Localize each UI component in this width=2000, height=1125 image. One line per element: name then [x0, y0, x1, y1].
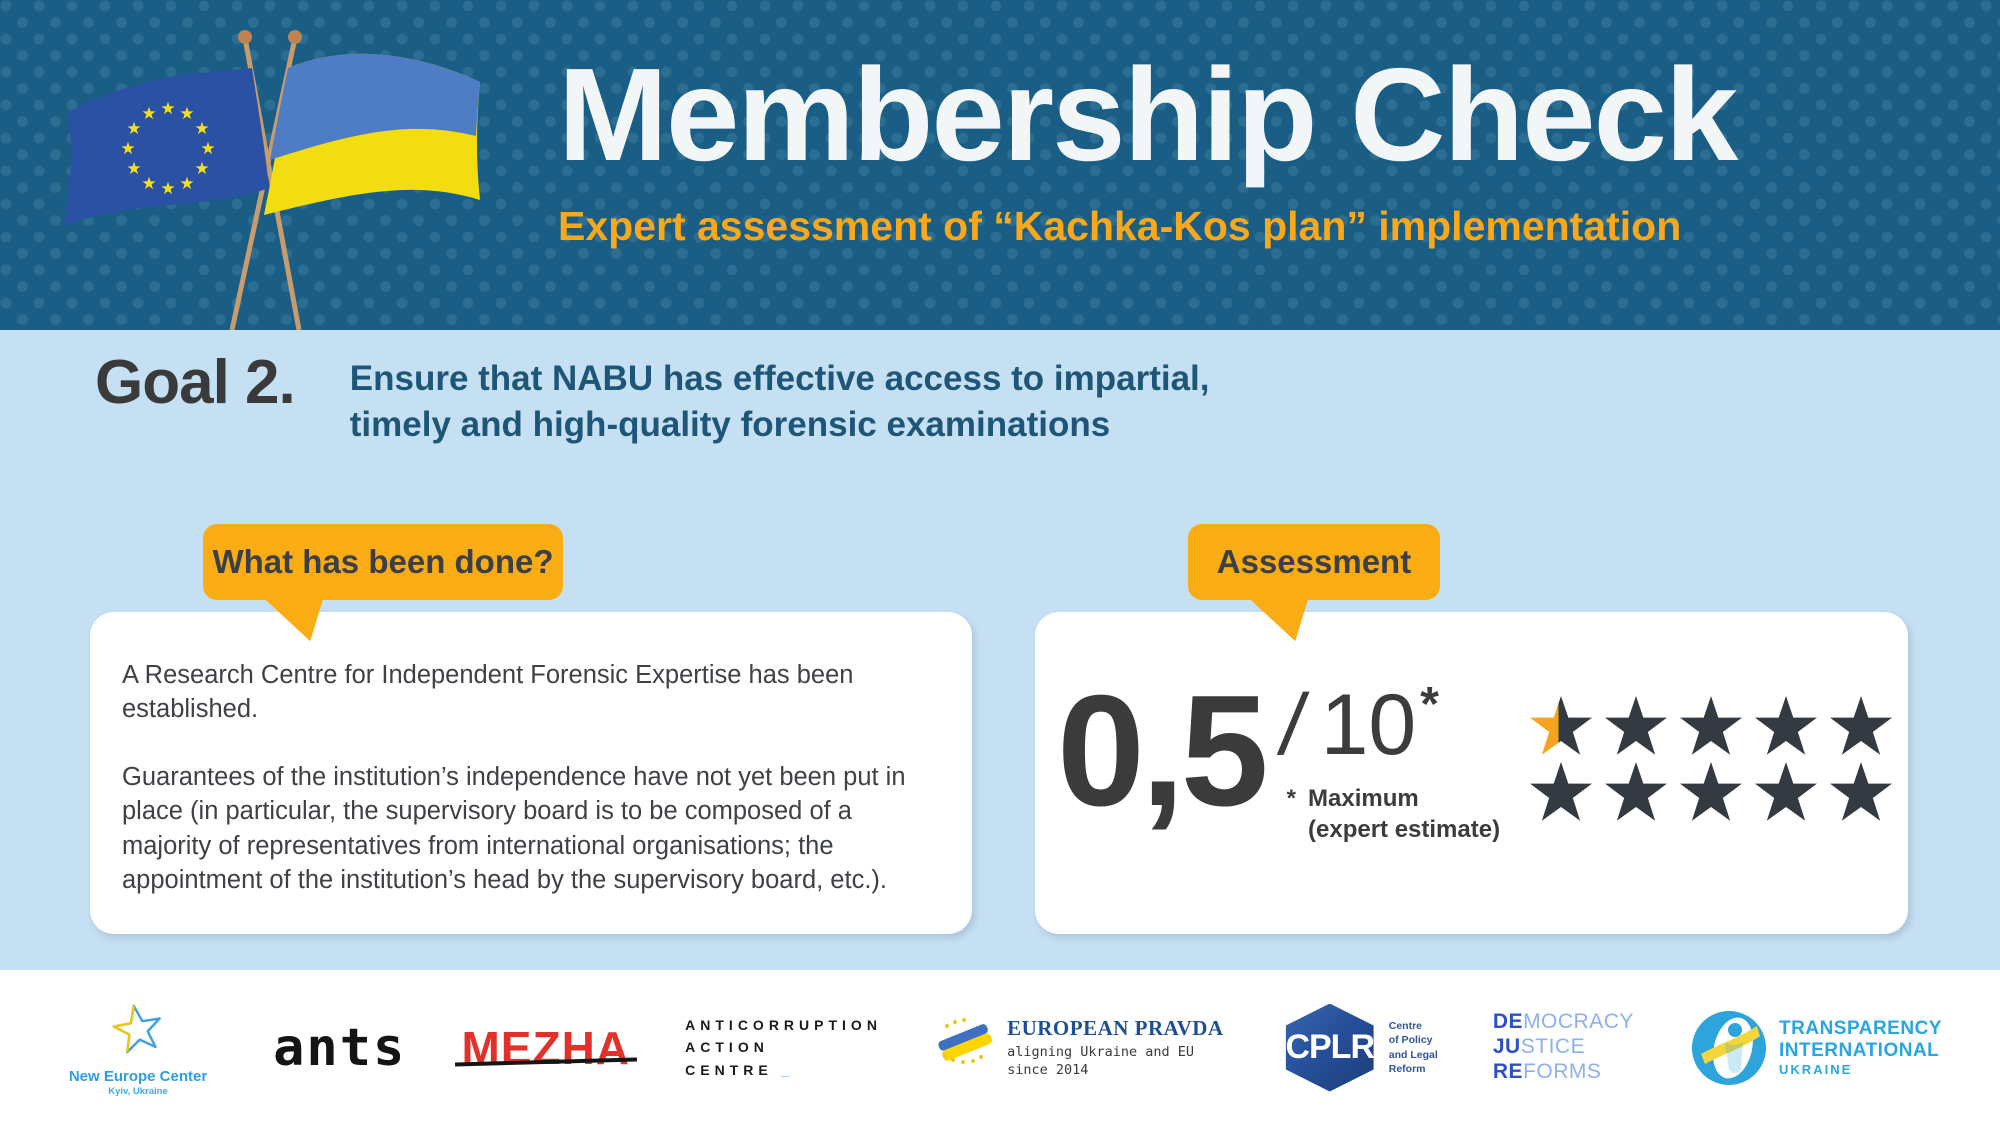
svg-text:★: ★ — [179, 104, 194, 124]
logo-dejure: DEMOCRACY JUSTICE REFORMS — [1492, 1010, 1634, 1083]
logo-cplr: CPLR Centre of Policy and Legal Reform — [1279, 1003, 1438, 1092]
cplr-description: Centre of Policy and Legal Reform — [1388, 1020, 1438, 1075]
svg-text:★: ★ — [126, 119, 141, 139]
svg-text:★: ★ — [141, 174, 156, 194]
nec-city: Kyiv, Ukraine — [108, 1085, 168, 1097]
goal-row: Goal 2. Ensure that NABU has effective a… — [95, 352, 1210, 448]
mezha-text: MEZHA — [461, 1021, 631, 1074]
svg-text:★: ★ — [160, 179, 175, 199]
done-tag: What has been done? — [203, 524, 563, 600]
svg-text:★: ★ — [194, 119, 209, 139]
score-note: * Maximum (expert estimate) — [1287, 784, 1500, 845]
partner-logos: New Europe Center Kyiv, Ukraine ants MEZ… — [0, 970, 2000, 1125]
score-max-block: /10* * Maximum (expert estimate) — [1274, 674, 1500, 845]
logo-new-europe-center: New Europe Center Kyiv, Ukraine — [58, 999, 218, 1097]
eu-ukraine-flags-icon: ★★★ ★★★ ★★★ ★ ★★ — [64, 30, 480, 330]
pole-knob — [238, 30, 252, 44]
done-paragraph-2: Guarantees of the institution’s independ… — [122, 763, 906, 894]
svg-text:★: ★ — [126, 159, 141, 179]
ti-line1: TRANSPARENCY — [1779, 1017, 1942, 1039]
star-rating — [1530, 696, 1892, 822]
star-icon — [1680, 762, 1742, 821]
ti-globe-icon — [1692, 1010, 1767, 1085]
note-text: Maximum (expert estimate) — [1308, 784, 1500, 845]
goal-text-line2: timely and high-quality forensic examina… — [349, 405, 1111, 445]
logo-anticorruption-action-centre: ANTICORRUPTION ACTION CENTRE _ — [685, 1014, 882, 1081]
goal-text: Ensure that NABU has effective access to… — [350, 352, 1210, 448]
eu-flag-icon: ★★★ ★★★ ★★★ ★ ★★ — [64, 68, 269, 226]
cplr-hexagon-icon: CPLR — [1285, 1003, 1375, 1092]
goal-label: Goal 2. — [95, 348, 296, 417]
logo-mezha: MEZHA — [454, 1021, 637, 1075]
antac-line1: ANTICORRUPTION — [685, 1016, 882, 1033]
star-icon — [1755, 762, 1817, 821]
assessment-card: 0,5 /10* * Maximum (expert estimate) — [1035, 612, 1908, 934]
ti-line2: INTERNATIONAL — [1779, 1039, 1940, 1061]
nec-name: New Europe Center — [68, 1067, 208, 1085]
done-paragraph-1: A Research Centre for Independent Forens… — [122, 661, 854, 724]
cplr-abbr: CPLR — [1285, 1028, 1375, 1066]
ukraine-flag-icon — [264, 53, 480, 215]
antac-cursor: _ — [780, 1061, 794, 1078]
score-max-value: 10 — [1320, 677, 1417, 773]
assessment-tag: Assessment — [1188, 524, 1440, 600]
goal-section: Goal 2. Ensure that NABU has effective a… — [0, 330, 2000, 970]
star-icon — [1605, 762, 1667, 821]
note-line2: (expert estimate) — [1308, 815, 1501, 843]
svg-text:★: ★ — [141, 104, 156, 124]
logo-transparency-international: TRANSPARENCY INTERNATIONAL UKRAINE — [1689, 1008, 1942, 1088]
svg-text:★: ★ — [179, 174, 194, 194]
antac-line3: CENTRE _ — [685, 1061, 794, 1078]
star-icon — [1830, 696, 1892, 755]
ti-line3: UKRAINE — [1779, 1062, 1853, 1078]
star-icon — [1530, 762, 1592, 821]
star-icon — [1530, 696, 1592, 755]
logo-european-pravda: EUROPEAN PRAVDA aligning Ukraine and EU … — [937, 1016, 1224, 1079]
score-max: /10* — [1274, 677, 1500, 773]
star-icon — [1680, 696, 1742, 755]
assessment-tag-label: Assessment — [1216, 543, 1412, 580]
logo-ants: ants — [273, 1017, 407, 1078]
note-asterisk: * — [1286, 785, 1296, 812]
page-subtitle: Expert assessment of “Kachka-Kos plan” i… — [558, 202, 1682, 249]
star-icon — [1830, 762, 1892, 821]
score-row: 0,5 /10* * Maximum (expert estimate) — [1057, 663, 1500, 845]
ep-subtitle: aligning Ukraine and EU since 2014 — [1007, 1043, 1194, 1078]
star-icon — [1755, 696, 1817, 755]
antac-line2: ACTION — [685, 1039, 769, 1056]
svg-text:★: ★ — [120, 139, 135, 159]
star-icon — [1605, 696, 1667, 755]
note-line1: Maximum — [1308, 785, 1419, 812]
svg-text:★: ★ — [160, 99, 175, 119]
goal-text-line1: Ensure that NABU has effective access to… — [349, 359, 1210, 398]
done-tag-label: What has been done? — [212, 543, 554, 580]
pole-knob — [288, 30, 302, 44]
svg-text:★: ★ — [194, 159, 209, 179]
score-asterisk: * — [1420, 678, 1439, 731]
page-title: Membership Check — [558, 41, 1738, 188]
svg-text:★: ★ — [200, 139, 215, 159]
header-banner: ★ ★ ★ ★ ★ ★ ★ ★ ★ ★ ★ ★ Membership Check Expert … — [0, 0, 2000, 330]
ep-title: EUROPEAN PRAVDA — [1007, 1015, 1224, 1040]
score-value: 0,5 — [1057, 663, 1269, 839]
star-outline-icon — [112, 1004, 161, 1053]
done-card: A Research Centre for Independent Forens… — [90, 612, 972, 934]
score-divider: / — [1273, 677, 1312, 773]
ukraine-eu-flag-icon — [938, 1017, 993, 1064]
